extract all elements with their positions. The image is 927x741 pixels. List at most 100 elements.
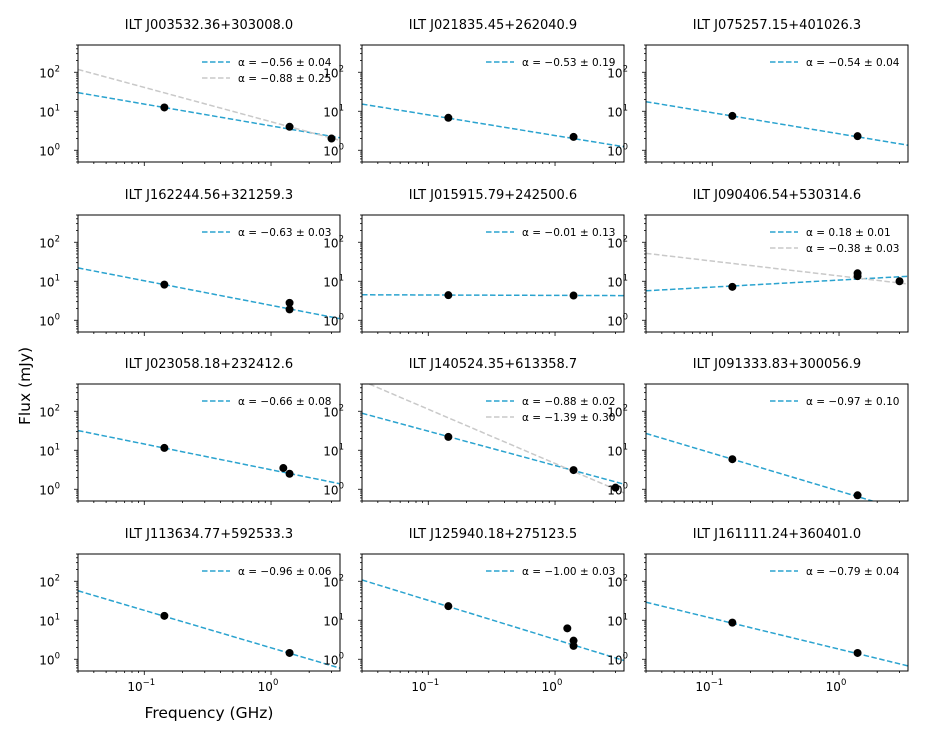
data-point xyxy=(327,134,336,143)
y-tick-label: 101 xyxy=(39,612,60,628)
fit-line-1 xyxy=(78,590,340,669)
x-tick-label: 100 xyxy=(826,678,847,694)
axes-frame xyxy=(77,44,341,163)
panel-5: ILT J015915.79+242500.6α = −0.01 ± 0.131… xyxy=(323,188,625,336)
legend-label: α = −1.00 ± 0.03 xyxy=(522,566,615,578)
y-tick-label: 102 xyxy=(39,403,60,419)
axes-frame xyxy=(77,383,341,502)
fit-lines xyxy=(78,267,340,320)
axes-frame xyxy=(645,44,909,163)
data-point xyxy=(853,491,862,500)
y-tick-label: 101 xyxy=(323,442,344,458)
x-axis-label: Frequency (GHz) xyxy=(145,704,274,722)
data-point xyxy=(728,111,737,120)
y-tick-label: 102 xyxy=(607,64,628,80)
panel-6: ILT J090406.54+530314.6 α = 0.18 ± 0.01 α … xyxy=(607,188,909,336)
data-point xyxy=(285,122,294,131)
axes-frame xyxy=(645,553,909,672)
y-tick-label: 100 xyxy=(39,312,60,328)
panel-4: ILT J162244.56+321259.3α = −0.63 ± 0.031… xyxy=(39,188,341,336)
panel-8: ILT J140524.35+613358.7 α = −0.88 ± 0.02 α… xyxy=(323,357,625,505)
data-point xyxy=(444,432,453,441)
legend-label: α = 0.18 ± 0.01 xyxy=(806,227,891,239)
data-point xyxy=(569,466,578,475)
axes-frame xyxy=(361,44,625,163)
axes-frame xyxy=(361,383,625,502)
fit-line-2 xyxy=(78,68,340,142)
fit-lines xyxy=(646,100,908,146)
fit-lines xyxy=(646,601,908,667)
y-tick-label: 100 xyxy=(39,481,60,497)
axes-frame xyxy=(77,553,341,672)
fit-line-1 xyxy=(362,579,624,662)
data-point xyxy=(285,298,294,307)
axes-frame xyxy=(361,214,625,333)
y-tick-label: 102 xyxy=(323,573,344,589)
fit-line-1 xyxy=(362,103,624,148)
y-tick-label: 101 xyxy=(607,442,628,458)
y-tick-label: 102 xyxy=(607,573,628,589)
legend-label: α = −0.79 ± 0.04 xyxy=(806,566,900,578)
panel-title: ILT J113634.77+592533.3 xyxy=(125,527,293,542)
fit-line-1 xyxy=(646,601,908,667)
legend-label: α = −0.54 ± 0.04 xyxy=(806,57,900,69)
y-tick-label: 102 xyxy=(323,234,344,250)
data-point xyxy=(569,132,578,141)
legend-label: α = −0.88 ± 0.25 xyxy=(238,73,331,85)
fit-line-1 xyxy=(362,412,624,485)
y-tick-label: 100 xyxy=(39,651,60,667)
fit-line-1 xyxy=(646,275,908,292)
panel-3: ILT J075257.15+401026.3 α = −0.54 ± 0.04 1… xyxy=(607,18,909,166)
data-point xyxy=(853,648,862,657)
fit-lines xyxy=(362,103,624,148)
legend-label: α = −0.63 ± 0.03 xyxy=(238,227,331,239)
fit-line-2 xyxy=(367,384,624,494)
y-tick-label: 101 xyxy=(323,273,344,289)
fit-line-1 xyxy=(646,100,908,146)
data-point xyxy=(285,305,294,314)
fit-line-1 xyxy=(362,294,624,297)
y-tick-label: 101 xyxy=(607,103,628,119)
y-tick-label: 102 xyxy=(607,403,628,419)
y-tick-label: 101 xyxy=(323,612,344,628)
data-point xyxy=(611,483,620,492)
legend-label: α = −0.97 ± 0.10 xyxy=(806,396,899,408)
y-axis-label: Flux (mJy) xyxy=(16,347,34,425)
axes-frame xyxy=(645,383,909,502)
y-tick-label: 100 xyxy=(323,142,344,158)
panel-title: ILT J090406.54+530314.6 xyxy=(693,188,861,203)
fit-lines xyxy=(646,432,876,501)
data-point xyxy=(853,272,862,281)
legend-label: α = −0.96 ± 0.06 xyxy=(238,566,332,578)
legend-label: α = −0.88 ± 0.02 xyxy=(522,396,615,408)
y-tick-label: 101 xyxy=(607,273,628,289)
panel-7: ILT J023058.18+232412.6α = −0.66 ± 0.081… xyxy=(39,357,341,505)
y-tick-label: 102 xyxy=(39,234,60,250)
panel-10: ILT J113634.77+592533.3α = −0.96 ± 0.061… xyxy=(39,527,341,694)
data-point xyxy=(569,291,578,300)
y-tick-label: 100 xyxy=(323,481,344,497)
data-point xyxy=(285,469,294,478)
legend-label: α = −1.39 ± 0.30 xyxy=(522,412,615,424)
panel-title: ILT J162244.56+321259.3 xyxy=(125,188,293,203)
x-tick-label: 100 xyxy=(258,678,279,694)
y-tick-label: 100 xyxy=(607,312,628,328)
data-point xyxy=(569,641,578,650)
axes-frame xyxy=(77,214,341,333)
panel-11: ILT J125940.18+275123.5α = −1.00 ± 0.031… xyxy=(323,527,625,694)
fit-lines xyxy=(362,579,624,662)
panel-title: ILT J091333.83+300056.9 xyxy=(693,357,861,372)
legend-label: α = −0.01 ± 0.13 xyxy=(522,227,615,239)
panel-1: ILT J003532.36+303008.0 α = −0.56 ± 0.04 α… xyxy=(39,18,341,166)
y-tick-label: 100 xyxy=(607,651,628,667)
y-tick-label: 101 xyxy=(607,612,628,628)
fit-lines xyxy=(78,68,340,142)
panel-title: ILT J075257.15+401026.3 xyxy=(693,18,861,33)
y-tick-label: 101 xyxy=(323,103,344,119)
y-tick-label: 102 xyxy=(607,234,628,250)
panel-9: ILT J091333.83+300056.9 α = −0.97 ± 0.10 1… xyxy=(607,357,909,505)
data-point xyxy=(728,282,737,291)
data-point xyxy=(444,602,453,611)
fit-line-1 xyxy=(78,267,340,320)
